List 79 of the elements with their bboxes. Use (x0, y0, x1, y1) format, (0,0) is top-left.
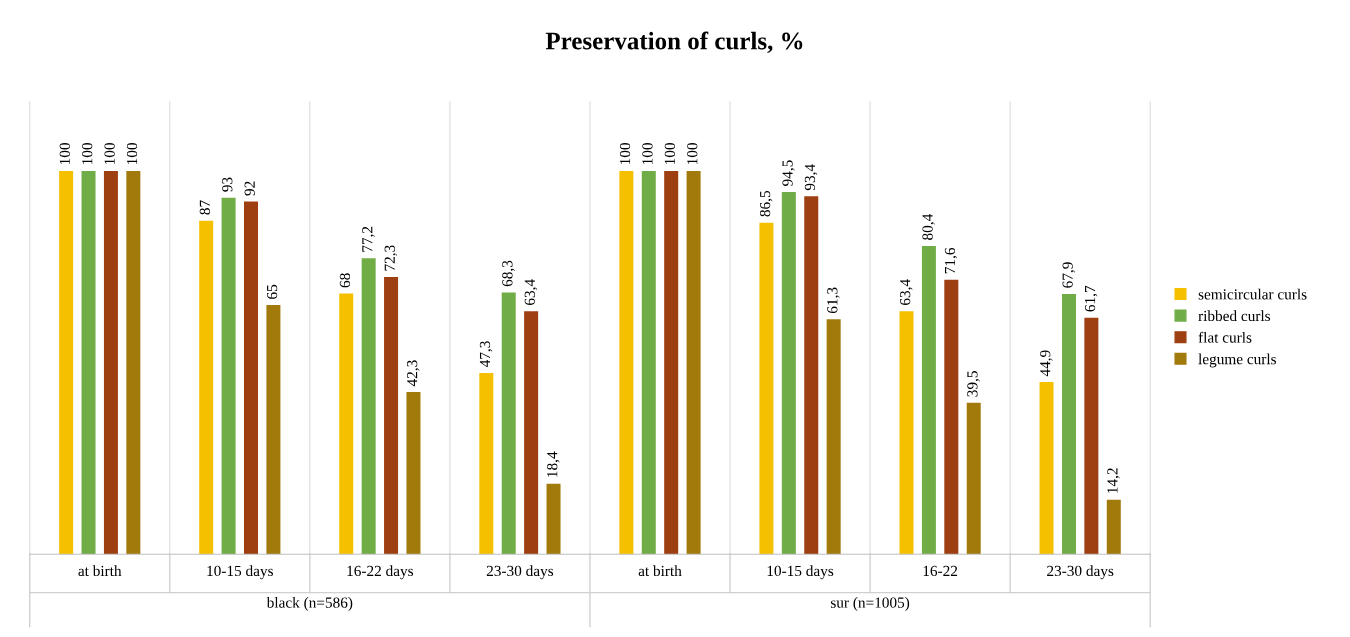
data-label: 63,4 (900, 279, 913, 305)
bar (966, 402, 981, 555)
data-label: 100 (664, 143, 676, 165)
bar (266, 305, 281, 555)
data-label: 14,2 (1107, 468, 1120, 493)
bar (199, 220, 214, 555)
bar (221, 197, 236, 555)
data-label: 92 (244, 181, 255, 196)
text: black (n=586) (266, 597, 353, 611)
data-label: 61,7 (1084, 285, 1098, 312)
text: sur (n=1005) (830, 597, 910, 611)
data-label: 47,3 (479, 341, 493, 368)
data-label: 18,4 (547, 451, 560, 477)
bar (524, 311, 539, 555)
data-label: 72,3 (384, 245, 398, 271)
data-label: 100 (126, 143, 138, 165)
bar (339, 293, 354, 555)
bar (1084, 317, 1099, 555)
bar (59, 170, 74, 555)
bar (1039, 382, 1054, 555)
bar (479, 372, 494, 555)
x-tick-label: at birth (78, 565, 122, 577)
data-label: 100 (642, 143, 653, 165)
x-tick-label: at birth (638, 565, 682, 577)
bar (103, 170, 118, 555)
bar (826, 319, 841, 555)
data-label: 44,9 (1040, 350, 1053, 377)
data-label: 93 (222, 177, 233, 192)
bar (619, 170, 634, 555)
x-tick-label: 23-30 days (1047, 565, 1114, 580)
data-label: 100 (59, 143, 70, 165)
bar (1106, 499, 1121, 555)
bar (686, 170, 701, 555)
chart-title: Preservation of curls, % (545, 31, 803, 54)
data-label: 67,9 (1062, 262, 1075, 288)
bar (781, 191, 796, 555)
data-label: 86,5 (759, 190, 773, 217)
data-label: 100 (687, 143, 698, 165)
legend-label: semicircular curls (1198, 288, 1307, 300)
x-tick-label: 10-15 days (767, 565, 834, 580)
legend-label: ribbed curls (1198, 310, 1271, 322)
bar (944, 279, 959, 555)
data-label: 77,2 (362, 226, 375, 252)
data-label: 65 (266, 284, 278, 299)
data-label: 100 (104, 143, 115, 165)
data-label: 100 (619, 143, 631, 165)
bar (641, 170, 656, 555)
data-label: 39,5 (967, 371, 980, 397)
legend-label: legume curls (1198, 353, 1276, 368)
bar (126, 170, 141, 555)
bar (501, 292, 516, 555)
x-tick-label: 16-22 (923, 565, 958, 577)
bar (664, 170, 679, 555)
data-label: 42,3 (407, 360, 420, 387)
x-tick-label: 16-22 days (347, 565, 414, 580)
x-tick-label: 10-15 days (207, 565, 273, 580)
data-label: 71,6 (944, 247, 958, 274)
bar (921, 246, 936, 555)
data-label: 94,5 (782, 160, 795, 186)
bar (406, 392, 421, 555)
bar (546, 483, 561, 555)
data-label: 63,4 (524, 279, 538, 305)
data-label: 68 (339, 273, 351, 288)
bar (899, 311, 914, 555)
bar (804, 196, 819, 555)
bar (244, 201, 258, 555)
data-label: 61,3 (827, 287, 840, 314)
bar (81, 170, 96, 555)
bar (759, 222, 774, 555)
x-tick-label: 23-30 days (486, 565, 554, 580)
data-label: 87 (199, 200, 210, 215)
bar (1061, 293, 1076, 555)
bar (384, 277, 399, 555)
data-label: 80,4 (922, 213, 935, 240)
bar (361, 258, 376, 555)
data-label: 93,4 (804, 164, 818, 191)
data-label: 100 (82, 143, 93, 165)
legend-label: flat curls (1198, 331, 1252, 343)
data-label: 68,3 (502, 260, 515, 287)
